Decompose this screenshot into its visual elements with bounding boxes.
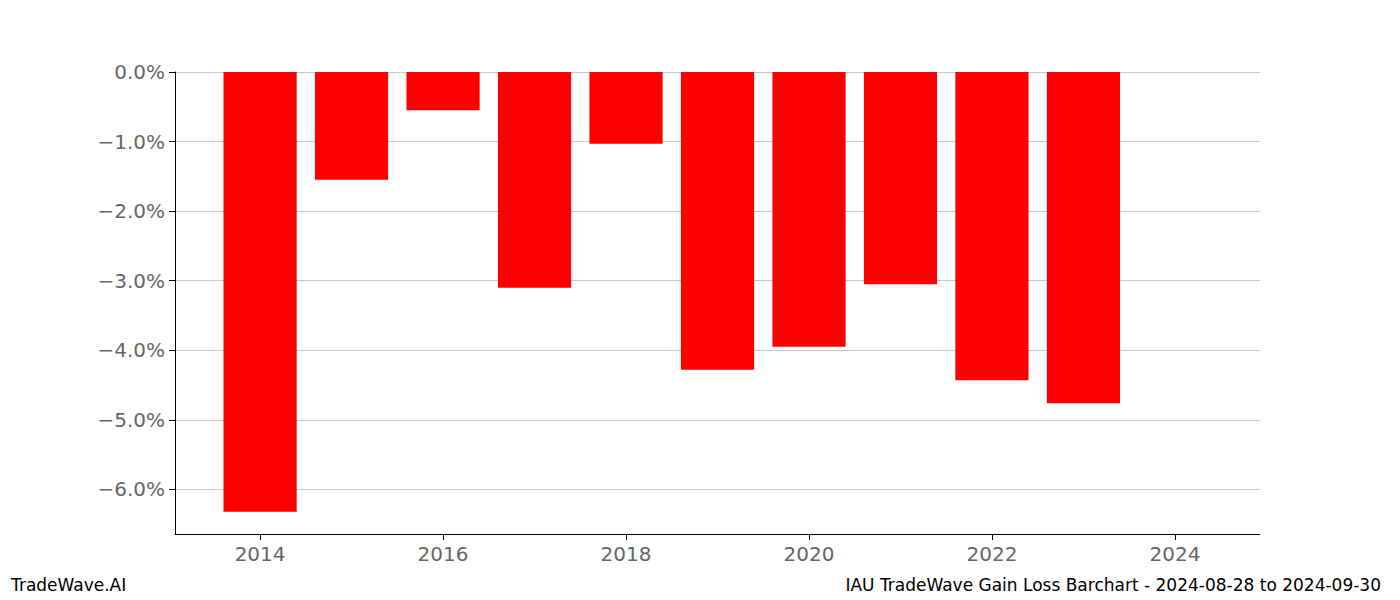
- svg-text:−4.0%: −4.0%: [97, 338, 165, 362]
- svg-text:−3.0%: −3.0%: [97, 269, 165, 293]
- svg-text:2020: 2020: [784, 542, 835, 566]
- svg-text:−2.0%: −2.0%: [97, 199, 165, 223]
- svg-text:2014: 2014: [235, 542, 286, 566]
- svg-text:IAU TradeWave Gain Loss Barcha: IAU TradeWave Gain Loss Barchart - 2024-…: [845, 575, 1381, 595]
- svg-text:2018: 2018: [601, 542, 652, 566]
- svg-text:−6.0%: −6.0%: [97, 477, 165, 501]
- svg-text:0.0%: 0.0%: [114, 60, 165, 84]
- svg-text:−1.0%: −1.0%: [97, 130, 165, 154]
- svg-text:−5.0%: −5.0%: [97, 408, 165, 432]
- svg-text:2024: 2024: [1149, 542, 1200, 566]
- svg-text:2022: 2022: [966, 542, 1017, 566]
- svg-text:2016: 2016: [418, 542, 469, 566]
- svg-text:TradeWave.AI: TradeWave.AI: [10, 575, 126, 595]
